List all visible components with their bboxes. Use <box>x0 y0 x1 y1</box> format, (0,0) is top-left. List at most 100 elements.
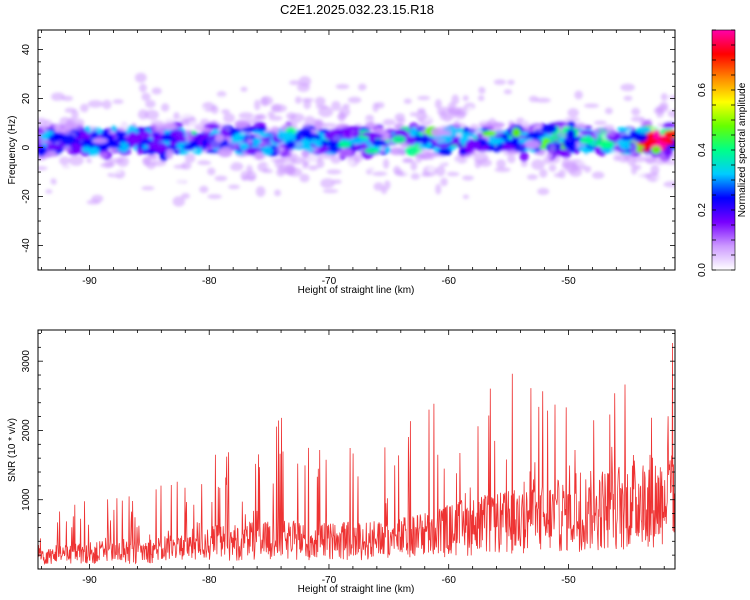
snr-y-tick-label: 1000 <box>21 488 32 511</box>
spectrogram-blob <box>409 112 417 117</box>
spectrogram-blob <box>440 177 448 187</box>
spectrogram-blob <box>504 139 515 145</box>
spectrogram-blob <box>347 96 362 104</box>
spectrogram-blob <box>548 164 557 172</box>
spectrogram-blob <box>98 151 109 159</box>
spectrogram-blob <box>150 120 165 130</box>
spectrogram-blob <box>563 138 570 149</box>
spectrogram-blob <box>221 77 231 87</box>
spectrogram-blob <box>318 145 330 153</box>
spectrogram-blob <box>362 90 371 99</box>
spectrogram-blob <box>255 186 266 198</box>
spectrogram-blob <box>228 184 240 190</box>
spectrogram-blob <box>531 159 545 170</box>
spectrogram-blob <box>394 113 405 122</box>
spectrogram-blob <box>462 175 474 181</box>
spectrogram-blob <box>393 165 401 175</box>
spectrogram-blob <box>102 129 110 135</box>
spectrogram-blob <box>573 149 580 155</box>
spectrogram-blob <box>141 92 151 102</box>
spectrogram-blob <box>410 172 420 180</box>
spectrogram-blob <box>153 142 168 153</box>
spectrogram-blob <box>594 127 611 134</box>
spectrogram-blob <box>519 151 529 162</box>
spectrogram-blob <box>436 165 446 177</box>
spectrogram-blob <box>365 164 377 172</box>
spectrogram-blob <box>278 164 285 174</box>
spectrogram-blob <box>246 164 253 175</box>
spectrogram-blob <box>556 149 569 156</box>
spectrogram-blob <box>335 84 350 90</box>
spectrogram-blob <box>503 151 512 156</box>
spectrogram-blob <box>87 100 104 108</box>
spectrogram-blob <box>392 135 406 144</box>
spectrogram-blob <box>405 145 420 157</box>
spectrogram-blob <box>69 122 84 132</box>
spectrogram-blob <box>253 114 261 121</box>
spectrogram-blob <box>453 160 461 172</box>
colorbar-tick-label: 0.4 <box>697 143 708 157</box>
spectrogram-blob <box>653 107 664 114</box>
spectrogram-x-tick-label: -80 <box>202 276 217 287</box>
spectrogram-blob <box>494 167 511 173</box>
spectrogram-blob <box>503 89 512 95</box>
spectrogram-blob <box>435 183 442 195</box>
spectrogram-blob <box>221 108 231 115</box>
spectrogram-blob <box>81 146 92 154</box>
spectrogram-blob <box>408 169 423 176</box>
spectrogram-blob <box>384 146 391 154</box>
spectrogram-blob <box>367 134 384 139</box>
spectrogram-blob <box>613 154 621 162</box>
spectrogram-blob <box>503 145 516 151</box>
spectrogram-blob <box>478 95 485 102</box>
spectrogram-blob <box>50 178 57 186</box>
spectrogram-blob <box>286 112 297 120</box>
spectrogram-y-label: Frequency (Hz) <box>7 116 18 185</box>
spectrogram-blob <box>161 133 173 142</box>
spectrogram-blob <box>232 132 245 143</box>
spectrogram-blob <box>466 169 480 176</box>
spectrogram-blob <box>295 96 302 104</box>
spectrogram-blob <box>466 106 475 117</box>
spectrogram-blob <box>575 160 591 166</box>
spectrogram-blob <box>144 109 160 120</box>
spectrogram-blob <box>285 152 298 158</box>
spectrogram-blob <box>306 188 323 197</box>
spectrogram-blob <box>303 99 312 110</box>
spectrogram-blob <box>112 99 124 104</box>
spectrogram-blob <box>289 80 301 86</box>
spectrogram-blob <box>83 163 91 169</box>
spectrogram-blob <box>321 123 337 127</box>
spectrogram-blob <box>314 96 326 106</box>
spectrogram-blob <box>399 149 406 156</box>
spectrogram-blob <box>381 119 396 126</box>
spectrogram-blob <box>511 127 521 138</box>
spectrogram-blob <box>139 83 147 93</box>
spectrogram-blob <box>520 160 528 167</box>
spectrogram-blob <box>623 95 633 102</box>
spectrogram-blob <box>387 109 402 114</box>
spectrogram-blob <box>543 156 553 165</box>
spectrogram-blob <box>199 185 209 193</box>
spectrogram-blob <box>434 99 442 109</box>
colorbar-tick-label: 0.2 <box>697 203 708 217</box>
spectrogram-blob <box>551 121 567 126</box>
spectrogram-blob <box>136 118 150 126</box>
spectrogram-blob <box>244 155 257 166</box>
spectrogram-blob <box>336 141 352 148</box>
spectrogram-y-tick-label: -40 <box>21 238 32 253</box>
spectrogram-blob <box>187 96 197 105</box>
spectrogram-blob <box>259 140 274 147</box>
spectrogram-blob <box>261 145 273 156</box>
spectrogram-blob <box>382 158 390 169</box>
spectrogram-blob <box>584 103 599 108</box>
spectrogram-y-tick-label: 20 <box>21 93 32 105</box>
spectrogram-blob <box>479 111 486 118</box>
spectrogram-blob <box>320 152 336 159</box>
snr-series-line <box>38 342 675 566</box>
spectrogram-blob <box>549 135 560 141</box>
spectrogram-blob <box>200 134 208 140</box>
spectrogram-blob <box>462 194 469 199</box>
spectrogram-blob <box>184 153 196 164</box>
spectrogram-blob <box>173 164 187 169</box>
